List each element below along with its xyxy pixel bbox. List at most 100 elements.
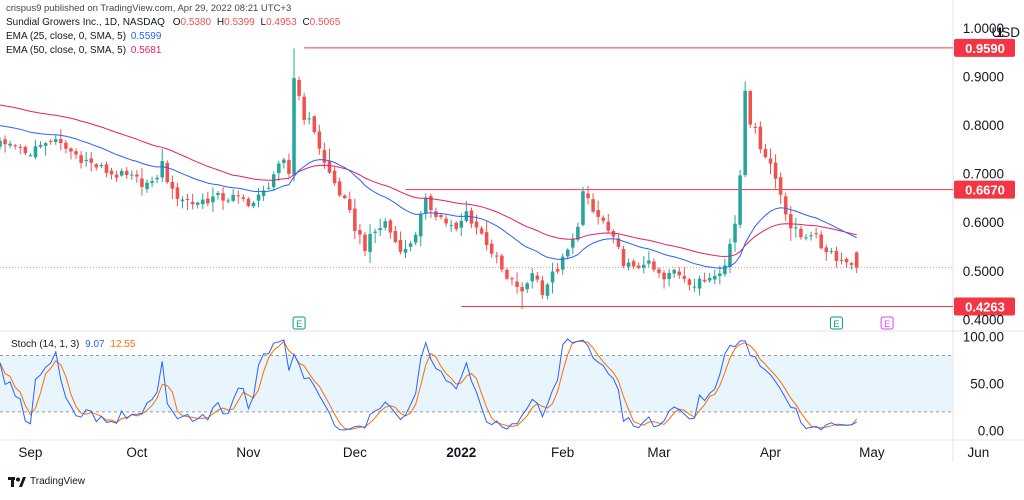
candle-body: [799, 228, 803, 238]
time-tick-0: Sep: [18, 445, 42, 460]
candle-body: [130, 174, 134, 176]
candle-body: [48, 141, 53, 143]
candle: [647, 251, 651, 268]
candle: [53, 135, 58, 145]
candle: [560, 253, 565, 275]
stoch-legend[interactable]: Stoch (14, 1, 3) 9.07 12.55: [11, 339, 135, 350]
candle-body: [64, 142, 68, 149]
candle: [388, 218, 393, 239]
candle-body: [297, 79, 301, 97]
candle-body: [28, 155, 33, 157]
candle: [418, 210, 423, 247]
earnings-marker-2[interactable]: E: [880, 316, 894, 330]
ema50-line: [0, 104, 857, 258]
candle: [292, 48, 296, 182]
candle-body: [439, 215, 443, 218]
price-tick-4: 0.8000: [963, 118, 1004, 133]
candle-body: [373, 231, 377, 233]
candle: [408, 240, 413, 252]
candle-body: [525, 283, 529, 290]
price-tick-top: 1: [996, 25, 1004, 40]
candle: [642, 256, 646, 274]
candle-body: [261, 190, 266, 196]
candle: [652, 258, 656, 273]
candle: [150, 176, 154, 188]
candle: [33, 139, 38, 160]
candle-body: [251, 202, 256, 207]
earnings-marker-label: E: [884, 319, 890, 329]
candle-body: [535, 275, 540, 280]
candle-body: [768, 158, 773, 164]
candle-body: [474, 221, 479, 228]
candle: [429, 193, 433, 219]
candle-body: [520, 287, 524, 292]
candle-body: [672, 269, 676, 274]
stoch-tick-2: 100.00: [963, 330, 1004, 345]
candle-body: [170, 181, 175, 189]
level-label-bg-1: [954, 180, 1015, 199]
candle: [799, 226, 803, 240]
candle: [160, 148, 164, 183]
candle: [266, 182, 271, 190]
price-tick-5: 0.9000: [963, 70, 1004, 85]
candle-body: [271, 174, 276, 188]
ema25-legend[interactable]: EMA (25, close, 0, SMA, 5) 0.5599: [6, 31, 161, 42]
earnings-marker-label: E: [296, 319, 302, 329]
candle-body: [702, 279, 707, 282]
level-label-1: 0.6670: [965, 183, 1005, 198]
candle: [768, 148, 773, 175]
price-tick-3: 0.7000: [963, 167, 1004, 182]
candle: [702, 272, 707, 283]
candle: [353, 198, 357, 240]
candle-body: [418, 213, 423, 237]
candle-body: [601, 217, 606, 221]
candle: [439, 214, 443, 220]
candle: [413, 232, 418, 246]
earnings-marker-1[interactable]: E: [829, 316, 843, 330]
candle: [758, 121, 763, 154]
candle: [794, 217, 798, 238]
candle-body: [195, 202, 200, 205]
candle-body: [444, 218, 448, 224]
candle: [94, 163, 99, 171]
candle: [783, 192, 788, 222]
earnings-marker-0[interactable]: E: [292, 316, 306, 330]
candle: [256, 187, 261, 208]
earnings-marker-box: [292, 316, 306, 330]
ohlc-open-value: 0.5380: [180, 17, 212, 28]
candle-body: [119, 170, 124, 176]
candle: [13, 143, 17, 150]
candle: [550, 262, 555, 294]
candle: [221, 187, 225, 210]
candle: [277, 160, 281, 182]
candle-body: [287, 160, 291, 174]
candle-body: [753, 126, 758, 128]
candle-body: [200, 199, 205, 205]
ema25-label: EMA (25, close, 0, SMA, 5): [6, 31, 127, 42]
candle-body: [368, 234, 372, 253]
candle-body: [500, 255, 504, 270]
candle-body: [839, 259, 844, 261]
footer: TradingView: [8, 476, 85, 487]
candle: [43, 141, 48, 156]
candle-body: [104, 164, 109, 173]
ema50-legend[interactable]: EMA (50, close, 0, SMA, 5) 0.5681: [6, 45, 161, 56]
candle: [672, 268, 676, 278]
price-tick-2: 0.6000: [963, 215, 1004, 230]
candle: [819, 230, 823, 250]
candle: [601, 215, 606, 224]
candle-body: [555, 269, 560, 272]
candle-body: [662, 272, 666, 280]
candle: [104, 161, 109, 178]
candles: [0, 48, 859, 310]
candle: [358, 223, 362, 245]
candle-body: [3, 139, 7, 145]
candle: [322, 142, 327, 169]
candle-body: [53, 139, 58, 142]
candle: [185, 193, 190, 211]
candle: [459, 213, 464, 237]
candle: [829, 248, 834, 255]
candle-body: [150, 181, 154, 184]
candle: [84, 152, 88, 167]
